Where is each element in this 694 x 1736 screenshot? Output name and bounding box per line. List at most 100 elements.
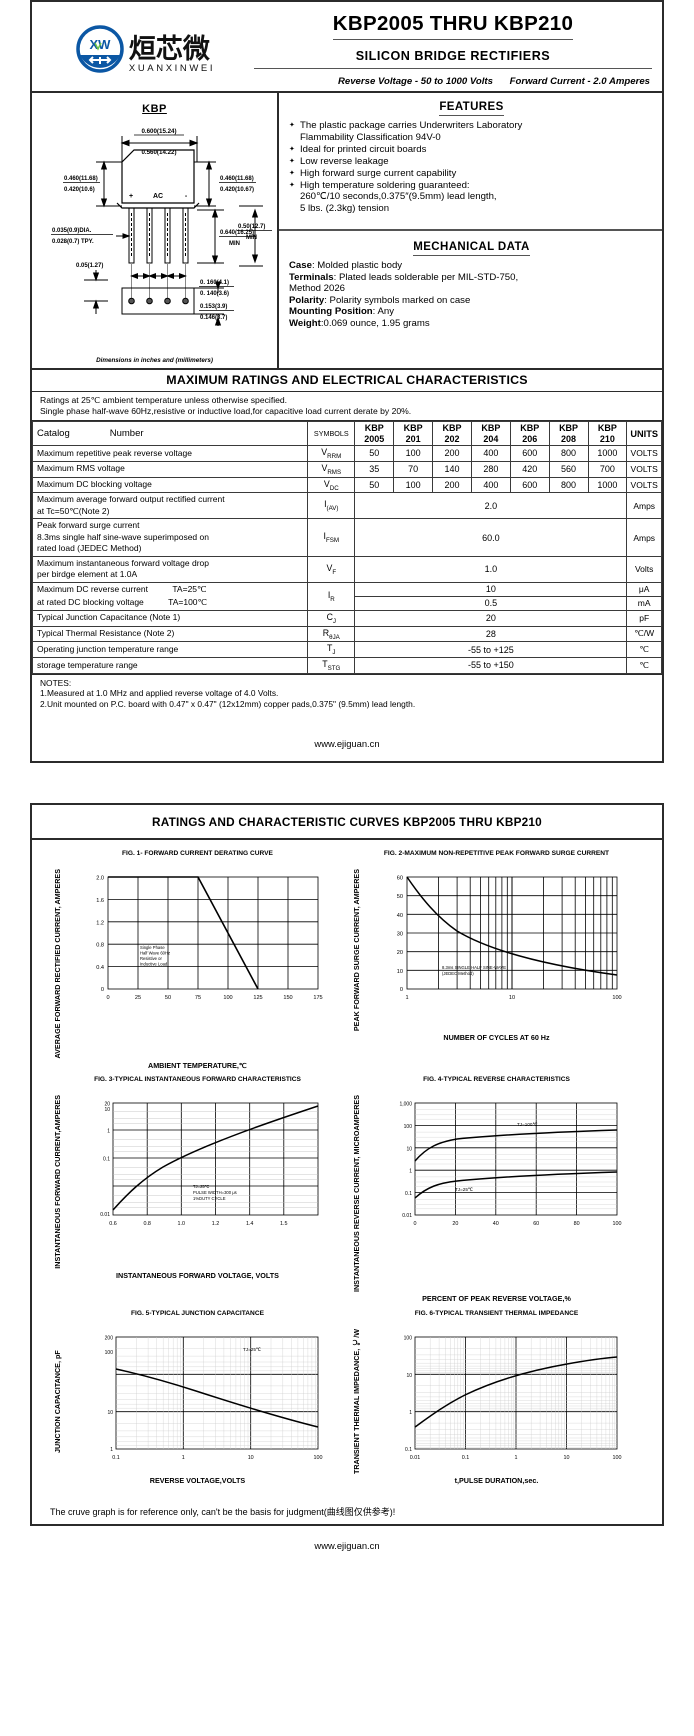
mech-value: Method 2026 xyxy=(289,283,346,295)
chart-annotation: TJ=25℃ xyxy=(243,1347,262,1352)
features-block: FEATURES The plastic package carries Und… xyxy=(279,93,662,231)
row-symbol: TJ xyxy=(307,641,356,658)
table-header-row: Catalog Number SYMBOLS KBP 2005 KBP 201 KBP… xyxy=(31,421,662,446)
row-description: Maximum average forward output rectified… xyxy=(31,492,309,520)
x-tick: 75 xyxy=(195,995,201,1001)
list-item: Flammability Classification 94V-0 xyxy=(300,131,441,143)
row-description: Peak forward surge current 8.3ms single … xyxy=(31,518,309,557)
y-tick: 10 xyxy=(406,1372,412,1378)
y-tick: 1 xyxy=(409,1169,412,1175)
condition-line: Single phase half-wave 60Hz,resistive or… xyxy=(40,406,412,416)
y-axis-label: JUNCTION CAPACITANCE, pF xyxy=(52,1349,62,1453)
x-tick: 10 xyxy=(509,995,515,1001)
y-tick: 0.1 xyxy=(405,1447,412,1453)
col-kbp201: KBP 201 xyxy=(393,421,434,446)
list-item: 260℃/10 seconds,0.375″(9.5mm) lead lengt… xyxy=(300,191,497,203)
mech-label: Case xyxy=(289,260,312,271)
row-value: 400 xyxy=(470,445,511,462)
x-tick: 50 xyxy=(165,995,171,1001)
row-symbol: I(AV) xyxy=(307,492,356,520)
y-tick: 1.2 xyxy=(96,921,104,927)
x-tick: 1.5 xyxy=(280,1221,288,1227)
page1-frame: XW 烜芯微 XUANXINWEI KBP2005 THRU KBP210 SI… xyxy=(30,0,664,764)
y-tick: 10 xyxy=(104,1107,110,1113)
features-heading: FEATURES xyxy=(289,101,654,116)
y-tick: 1 xyxy=(409,1410,412,1416)
x-tick: 0.1 xyxy=(462,1455,470,1461)
svg-text:0. 140(3.6): 0. 140(3.6) xyxy=(200,291,229,297)
mech-value: Polarity symbols marked on case xyxy=(329,294,471,306)
table-row: Maximum DC blocking voltage VDC 50 100 2… xyxy=(31,476,662,494)
chart-title: FIG. 6-TYPICAL TRANSIENT THERMAL IMPEDAN… xyxy=(414,1309,579,1317)
svg-text:0.035(0.9)DIA.: 0.035(0.9)DIA. xyxy=(52,228,92,234)
x-tick: 0.6 xyxy=(109,1221,117,1227)
x-tick: 100 xyxy=(612,995,621,1001)
col-kbp204: KBP 204 xyxy=(470,421,511,446)
x-tick: 25 xyxy=(135,995,141,1001)
svg-text:Single Phase: Single Phase xyxy=(140,945,165,950)
y-tick: 60 xyxy=(397,876,403,882)
y-tick: 30 xyxy=(397,932,403,938)
series-tj25 xyxy=(414,1171,618,1199)
ratings-conditions: Ratings at 25℃ ambient temperature unles… xyxy=(32,392,662,421)
row-value: 1000 xyxy=(587,476,628,494)
plot-area: 20 10 1 0.1 0.01 0.6 0.8 1.0 xyxy=(68,1095,347,1269)
y-axis-label: AVERAGE FORWARD RECTIFIED CURRENT, AMPER… xyxy=(52,869,62,1059)
svg-text:TJ=100℃: TJ=100℃ xyxy=(517,1122,538,1127)
page-title: KBP2005 THRU KBP210 xyxy=(332,12,574,40)
y-tick: 100 xyxy=(105,1350,114,1356)
row-value: 70 xyxy=(393,460,434,478)
features-mechanical-column: FEATURES The plastic package carries Und… xyxy=(279,93,662,368)
x-tick: 10 xyxy=(564,1455,570,1461)
row-description: Maximum DC blocking voltage xyxy=(31,476,309,494)
page-subtitle: SILICON BRIDGE RECTIFIERS xyxy=(254,49,652,69)
x-axis-label: PERCENT OF PEAK REVERSE VOLTAGE,% xyxy=(422,1294,571,1304)
chart-fig4: FIG. 4-TYPICAL REVERSE CHARACTERISTICS I… xyxy=(347,1076,646,1303)
x-axis-label: t,PULSE DURATION,sec. xyxy=(454,1475,539,1485)
svg-text:0.460(11.68): 0.460(11.68) xyxy=(220,176,254,182)
mech-label: Weight xyxy=(289,317,321,329)
mechanical-row: Weight:0.069 ounce, 1.95 grams xyxy=(289,317,430,329)
chart-row-1: FIG. 1- FORWARD CURRENT DERATING CURVE A… xyxy=(48,850,646,1070)
row-value: 60.0 xyxy=(354,518,628,557)
y-tick: 1,000 xyxy=(399,1102,412,1108)
row-value: 280 xyxy=(470,460,511,478)
x-tick: 1.4 xyxy=(246,1221,254,1227)
svg-text:+: + xyxy=(129,193,133,200)
package-and-features: KBP xyxy=(32,93,662,370)
row-unit: ℃/W xyxy=(626,625,662,643)
y-tick: 10 xyxy=(406,1147,412,1153)
row-value: 140 xyxy=(432,460,472,478)
row-value: 1000 xyxy=(587,445,628,462)
y-tick: 0 xyxy=(400,987,403,993)
x-axis-label: INSTANTANEOUS FORWARD VOLTAGE, VOLTS xyxy=(116,1270,279,1280)
y-tick: 1 xyxy=(107,1129,110,1135)
row-value: 800 xyxy=(548,445,589,462)
row-description: Maximum RMS voltage xyxy=(31,460,309,478)
characteristic-curves: FIG. 1- FORWARD CURRENT DERATING CURVE A… xyxy=(32,840,662,1495)
row-value: 600 xyxy=(509,445,550,462)
mechanical-row: Case: Molded plastic body xyxy=(289,260,403,271)
svg-text:0. 160(4.1): 0. 160(4.1) xyxy=(200,280,229,286)
y-tick: 0.1 xyxy=(103,1157,110,1163)
chart-fig1: FIG. 1- FORWARD CURRENT DERATING CURVE A… xyxy=(48,850,347,1070)
chart-annotation: TJ=100℃ TJ=25℃ xyxy=(455,1122,538,1192)
row-value: 200 xyxy=(432,445,472,462)
row-description: Maximum repetitive peak reverse voltage xyxy=(31,445,309,462)
note-line: 1.Measured at 1.0 MHz and applied revers… xyxy=(40,688,279,699)
ratings-band-title: MAXIMUM RATINGS AND ELECTRICAL CHARACTER… xyxy=(32,370,662,392)
svg-text:Inductive Load: Inductive Load xyxy=(140,962,168,967)
page2-footer-url: www.ejiguan.cn xyxy=(314,1540,380,1552)
y-tick: 0.4 xyxy=(96,965,104,971)
y-tick: 100 xyxy=(404,1335,413,1341)
y-tick: 0 xyxy=(101,987,104,993)
row-unit: Amps xyxy=(626,518,662,557)
plot-area: 2.0 1.6 1.2 0.8 0.4 0 0 25 xyxy=(68,869,347,1059)
row-unit: pF xyxy=(626,609,662,627)
chart-row-3: FIG. 5-TYPICAL JUNCTION CAPACITANCE JUNC… xyxy=(48,1310,646,1485)
chart-title: FIG. 5-TYPICAL JUNCTION CAPACITANCE xyxy=(131,1309,264,1317)
x-tick: 0 xyxy=(414,1221,417,1227)
page1-footer-url: www.ejiguan.cn xyxy=(314,738,380,750)
row-symbol: IR xyxy=(307,581,356,611)
mech-value: Molded plastic body xyxy=(317,260,403,271)
